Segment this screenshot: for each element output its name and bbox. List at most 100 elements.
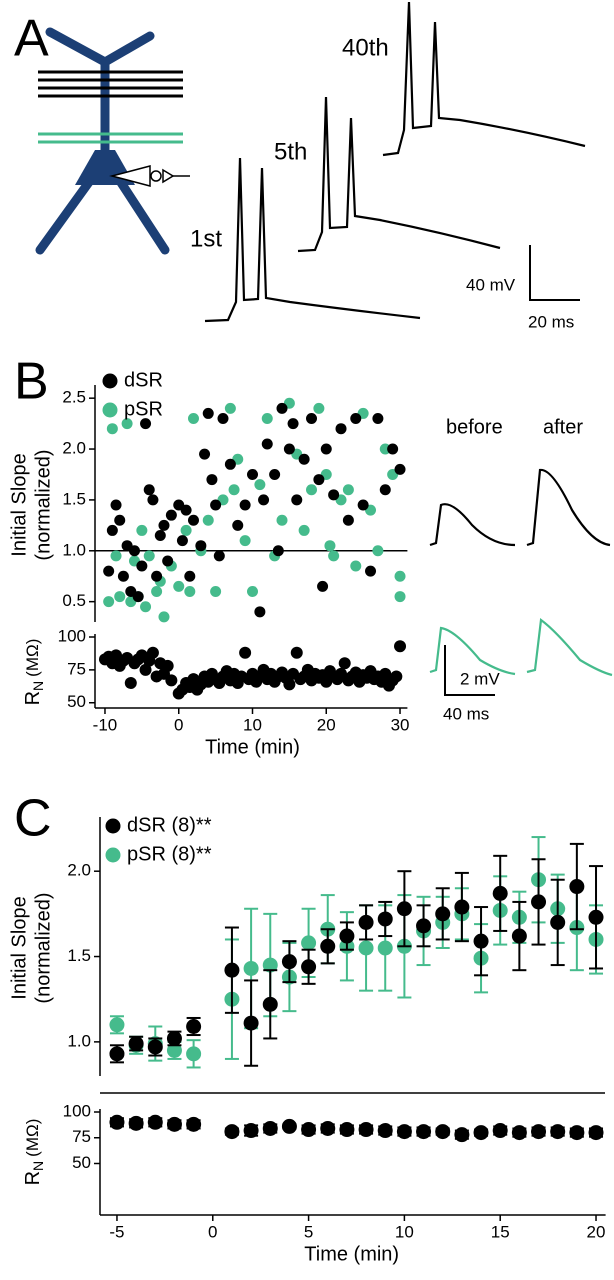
- data-point: [276, 514, 288, 526]
- data-point: [550, 914, 566, 930]
- data-point: [454, 899, 470, 915]
- data-point: [387, 443, 399, 455]
- data-point: [128, 1115, 144, 1131]
- y-axis-label: (normalized): [32, 449, 54, 560]
- data-point: [140, 601, 152, 613]
- x-tick-label: 0: [208, 1222, 217, 1241]
- data-point: [186, 1046, 202, 1062]
- data-point: [328, 550, 340, 562]
- data-point: [531, 1124, 547, 1140]
- scale-label: 40 ms: [443, 704, 489, 723]
- data-point: [136, 560, 148, 572]
- data-point: [511, 928, 527, 944]
- y-tick-label: 2.0: [62, 439, 86, 458]
- data-point: [473, 933, 489, 949]
- data-point: [136, 524, 148, 536]
- scale-bar: [444, 645, 495, 696]
- y-tick-label: 100: [58, 626, 86, 645]
- data-point: [228, 484, 240, 496]
- data-point: [158, 611, 170, 623]
- data-point: [103, 565, 115, 577]
- data-point: [281, 1118, 297, 1134]
- data-point: [180, 524, 192, 536]
- data-point: [511, 1125, 527, 1141]
- data-point: [243, 1123, 259, 1139]
- legend-marker: [105, 818, 121, 834]
- data-point: [117, 570, 129, 582]
- data-point: [396, 1124, 412, 1140]
- data-point: [103, 596, 115, 608]
- y-axis-label: Initial Slope: [8, 896, 30, 999]
- y-tick-label: 75: [67, 659, 86, 678]
- y-axis-label: RN (MΩ): [22, 1119, 45, 1186]
- data-point: [320, 443, 332, 455]
- data-point: [317, 580, 329, 592]
- electrode: [109, 165, 190, 187]
- data-point: [254, 479, 266, 491]
- data-point: [377, 911, 393, 927]
- y-tick-label: 75: [72, 1127, 91, 1146]
- data-point: [110, 550, 122, 562]
- data-point: [165, 509, 177, 521]
- data-point: [247, 468, 258, 480]
- data-point: [254, 606, 266, 618]
- y-tick-label: 2.0: [67, 861, 91, 880]
- data-point: [239, 646, 252, 659]
- legend-label: pSR: [124, 398, 163, 420]
- data-point: [158, 519, 170, 531]
- y-axis-label: RN (MΩ): [22, 639, 45, 706]
- data-point: [435, 906, 451, 922]
- y-tick-label: 0.5: [62, 591, 86, 610]
- data-point: [210, 499, 222, 511]
- data-point: [342, 484, 354, 496]
- data-point: [394, 640, 407, 653]
- panel-letter: A: [14, 10, 49, 68]
- data-point: [394, 591, 406, 603]
- data-point: [224, 458, 236, 470]
- data-point: [394, 570, 406, 582]
- data-point: [365, 565, 377, 577]
- data-point: [372, 545, 384, 557]
- data-point: [128, 545, 140, 557]
- data-point: [247, 585, 258, 597]
- data-point: [269, 468, 281, 480]
- data-point: [357, 499, 369, 511]
- data-point: [377, 1123, 393, 1139]
- data-point: [262, 1120, 278, 1136]
- data-point: [202, 514, 214, 526]
- data-point: [132, 591, 144, 603]
- y-tick-label: 1.5: [67, 946, 91, 965]
- y-axis-label-main: R: [22, 691, 44, 705]
- y-axis-label: Initial Slope: [8, 453, 30, 556]
- scale-label: 20 ms: [528, 312, 574, 331]
- data-point: [283, 678, 296, 691]
- data-point: [224, 402, 236, 414]
- y-tick-label: 1.0: [67, 1031, 91, 1050]
- data-point: [165, 674, 178, 687]
- data-point: [301, 1122, 317, 1138]
- data-point: [262, 957, 278, 973]
- trace-after: [526, 468, 611, 547]
- data-point: [416, 1124, 432, 1140]
- data-point: [224, 962, 240, 978]
- trace-5th: [297, 96, 501, 253]
- data-point: [143, 484, 155, 496]
- voltage-traces: [204, 1, 586, 323]
- data-point: [262, 996, 278, 1012]
- data-point: [186, 1019, 202, 1035]
- x-tick-label: 20: [317, 715, 336, 734]
- x-tick-label: 10: [395, 1222, 414, 1241]
- data-point: [328, 489, 340, 501]
- data-point: [350, 560, 362, 572]
- data-point: [184, 570, 196, 582]
- data-point: [435, 1124, 451, 1140]
- data-point: [379, 484, 391, 496]
- data-point: [121, 418, 133, 430]
- data-point: [139, 663, 152, 676]
- data-point: [569, 879, 585, 895]
- data-point: [232, 519, 244, 531]
- input-lines-proximal: [38, 132, 183, 144]
- data-point: [162, 555, 174, 567]
